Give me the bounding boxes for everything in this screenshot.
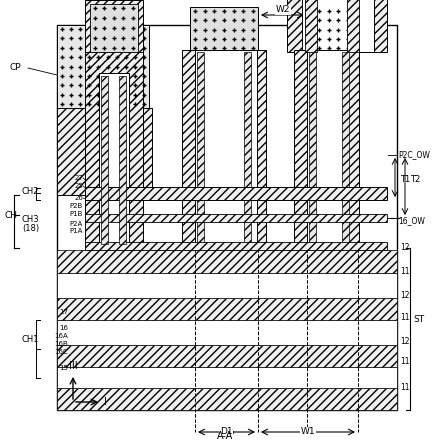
Text: 11: 11	[400, 268, 409, 277]
Text: I: I	[104, 397, 107, 407]
Text: 16: 16	[59, 325, 68, 331]
Bar	[85, 0, 143, 52]
Text: 17: 17	[59, 309, 68, 315]
Text: 16_OW: 16_OW	[398, 217, 425, 225]
Text: P1B: P1B	[70, 211, 83, 217]
Bar	[305, 7, 353, 52]
Text: 12: 12	[400, 291, 409, 299]
Text: 11: 11	[400, 384, 409, 392]
Text: 25: 25	[74, 183, 83, 189]
Text: P2A: P2A	[70, 221, 83, 227]
Text: P2B: P2B	[70, 203, 83, 209]
Bar	[190, 7, 258, 52]
Text: CH: CH	[5, 210, 18, 220]
Text: (18): (18)	[22, 224, 39, 232]
Text: CP: CP	[10, 64, 22, 72]
Bar	[57, 250, 397, 273]
Text: A-A': A-A'	[217, 431, 235, 441]
Bar	[305, 0, 317, 52]
Bar	[294, 50, 307, 248]
Text: W1: W1	[301, 427, 315, 437]
Bar	[244, 52, 251, 244]
Bar	[57, 320, 397, 345]
Text: 11: 11	[400, 358, 409, 366]
Bar	[347, 50, 359, 248]
Text: D2: D2	[220, 7, 232, 16]
Bar	[57, 25, 397, 410]
Text: CH3: CH3	[22, 216, 39, 224]
Text: 12: 12	[400, 337, 409, 347]
Text: III: III	[69, 361, 78, 371]
Text: P2C_OW: P2C_OW	[398, 150, 430, 160]
Text: 13: 13	[352, 4, 364, 12]
Bar	[309, 52, 316, 244]
Bar	[119, 76, 126, 244]
Bar	[347, 0, 359, 52]
Bar	[190, 52, 258, 230]
Bar	[57, 298, 397, 320]
Text: 27: 27	[74, 175, 83, 181]
Bar	[195, 50, 257, 248]
Bar	[85, 214, 387, 222]
Text: 11: 11	[400, 314, 409, 322]
Bar	[182, 50, 195, 248]
Text: 16A: 16A	[54, 333, 68, 339]
Bar	[57, 388, 397, 410]
Bar	[57, 367, 397, 388]
Bar	[85, 50, 143, 248]
Text: W2: W2	[276, 5, 290, 15]
Text: CH2: CH2	[22, 187, 39, 197]
Bar	[85, 187, 387, 200]
Text: T1: T1	[400, 176, 410, 184]
Bar	[197, 52, 204, 244]
Bar	[57, 273, 397, 298]
Bar	[85, 242, 387, 250]
Text: 15: 15	[59, 365, 68, 371]
Text: 16C: 16C	[54, 349, 68, 355]
Bar	[307, 50, 347, 248]
Text: 24: 24	[220, 53, 232, 63]
Bar	[90, 4, 138, 52]
Text: D1: D1	[220, 427, 232, 437]
Bar	[101, 76, 108, 244]
Bar	[253, 50, 266, 248]
Bar	[57, 108, 152, 195]
Text: CH1: CH1	[22, 336, 39, 344]
Text: 26: 26	[74, 195, 83, 201]
Bar	[99, 73, 129, 248]
Text: 12: 12	[400, 243, 409, 253]
Text: T2: T2	[410, 176, 420, 184]
Text: ST: ST	[413, 315, 424, 325]
Text: P1A: P1A	[70, 228, 83, 234]
Bar	[57, 345, 397, 367]
Text: P2C: P2C	[333, 23, 347, 33]
Bar	[57, 25, 149, 108]
Bar	[342, 52, 349, 244]
Bar	[302, 0, 374, 52]
Bar	[287, 0, 387, 52]
Text: P1C: P1C	[353, 23, 367, 33]
Text: 16B: 16B	[54, 341, 68, 347]
